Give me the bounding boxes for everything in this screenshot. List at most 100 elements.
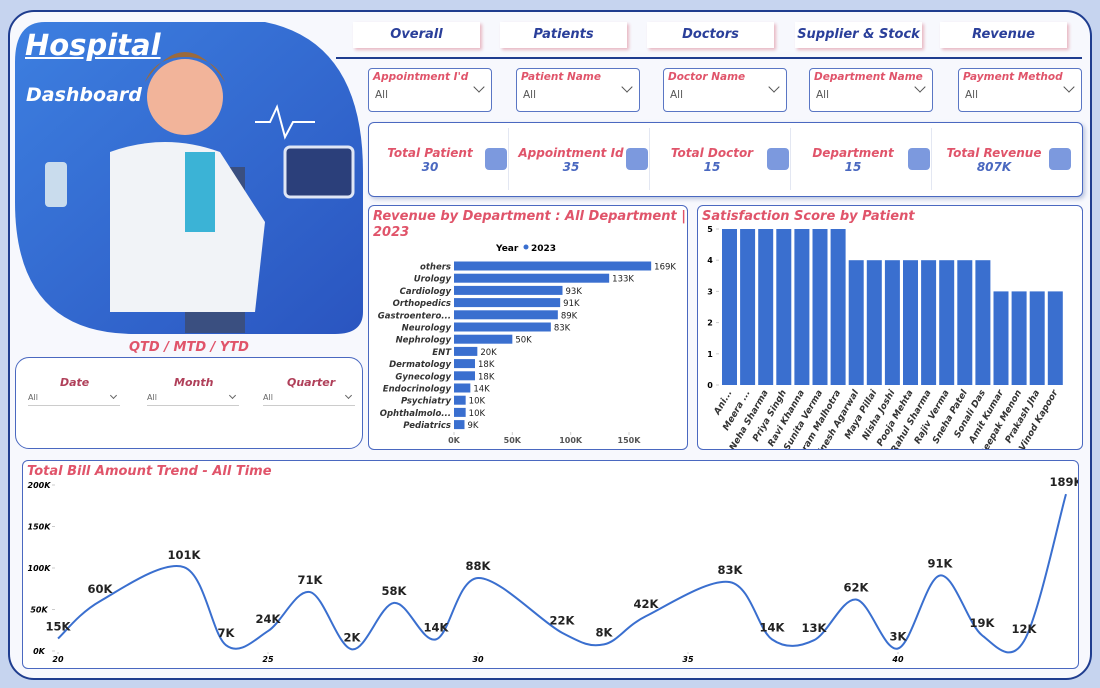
slicer-dropdown[interactable]: All [263, 391, 355, 406]
data-label: 20K [480, 348, 497, 358]
nav-tab[interactable]: Revenue [940, 22, 1067, 48]
x-tick-label: 100K [559, 436, 583, 445]
filter-dropdown[interactable]: Doctor Name All [663, 68, 787, 112]
bar [1011, 291, 1027, 385]
slicer-dropdown[interactable]: All [28, 391, 120, 406]
kpi-label: Appointment Id [518, 146, 624, 160]
bar [454, 420, 465, 430]
illustration [15, 22, 363, 334]
data-label: 169K [654, 263, 676, 273]
bar [454, 273, 610, 283]
data-label: 3K [890, 630, 908, 644]
bar [830, 229, 846, 385]
kpi-divider [931, 128, 932, 190]
kpi-label: Total Doctor [670, 146, 754, 160]
data-label: 14K [760, 620, 786, 634]
bar [454, 334, 513, 344]
chart: Revenue by Department : All Department |… [373, 209, 686, 445]
slicer-value: All [263, 393, 273, 402]
slicer-value: All [28, 393, 38, 402]
filter-dropdown[interactable]: Patient Name All [516, 68, 640, 112]
filter-value: All [670, 89, 684, 101]
category-label: Orthopedics [393, 299, 451, 309]
nav-tab[interactable]: Doctors [647, 22, 774, 48]
y-tick-label: 5 [707, 225, 713, 234]
y-tick-label: 150K [28, 523, 52, 532]
data-label: 12K [1012, 622, 1038, 636]
category-label: ENT [432, 348, 452, 358]
trend-panel [22, 460, 1079, 669]
legend-label: 2023 [531, 244, 556, 254]
category-label: Pediatrics [403, 421, 451, 431]
legend-title: Year [495, 244, 519, 254]
chevron [621, 81, 633, 93]
chevron [109, 391, 118, 400]
data-label: 133K [612, 275, 634, 285]
x-tick-label: 40 [891, 655, 904, 664]
bar [454, 322, 551, 332]
chevron [1063, 81, 1075, 93]
kpi-value: 35 [562, 160, 580, 174]
filter-dropdown[interactable]: Department Name All [809, 68, 933, 112]
kpi-divider [508, 128, 509, 190]
bar [454, 298, 561, 308]
data-label: 42K [634, 597, 660, 611]
category-label: others [420, 263, 451, 273]
data-label: 7K [218, 626, 236, 640]
bar [776, 229, 792, 385]
bar [884, 260, 900, 385]
filter-dropdown[interactable]: Appointment I'd All [368, 68, 492, 112]
bar [454, 359, 475, 369]
filter-label: Appointment I'd [373, 71, 469, 83]
data-label: 18K [478, 372, 495, 382]
data-label: 22K [550, 614, 576, 628]
bar [848, 260, 864, 385]
legend-marker [523, 244, 529, 250]
chevron [914, 81, 926, 93]
bar [866, 260, 882, 385]
chevron [344, 391, 353, 400]
category-label: Cardiology [400, 287, 452, 297]
nav-tab[interactable]: Patients [500, 22, 627, 48]
kpi-icon [767, 148, 789, 170]
x-tick-label: 20 [52, 655, 64, 664]
nav-divider [336, 57, 1082, 59]
data-label: 8K [596, 625, 614, 639]
period-panel [15, 357, 363, 449]
filter-value: All [375, 89, 389, 101]
period-title: QTD / MTD / YTD [129, 340, 249, 355]
kpi-icon [626, 148, 648, 170]
chart-title: Revenue by Department : All Department |… [373, 209, 686, 240]
filter-value: All [965, 89, 979, 101]
chevron [473, 81, 485, 93]
filter-value: All [523, 89, 537, 101]
kpi-value: 807K [976, 160, 1012, 174]
kpi-value: 30 [421, 160, 439, 174]
data-label: 88K [466, 559, 492, 573]
data-label: 91K [928, 556, 954, 570]
data-label: 83K [554, 324, 571, 334]
nav-tab[interactable]: Supplier & Stock [795, 22, 922, 48]
data-label: 62K [844, 581, 870, 595]
kpi-value: 15 [844, 160, 862, 174]
bar [454, 407, 466, 417]
slicer-dropdown[interactable]: All [147, 391, 239, 406]
kpi-icon [908, 148, 930, 170]
kpi-label: Total Patient [387, 146, 473, 160]
slicer-label: Month [174, 376, 214, 389]
bar [921, 260, 937, 385]
filter-dropdown[interactable]: Payment Method All [958, 68, 1082, 112]
bar [957, 260, 973, 385]
y-tick-label: 3 [707, 287, 713, 296]
filter-label: Patient Name [521, 71, 601, 83]
bar [1047, 291, 1063, 385]
bar [939, 260, 955, 385]
chart-title: Satisfaction Score by Patient [702, 209, 915, 224]
data-label: 10K [469, 409, 486, 419]
category-label: Dermatology [389, 360, 451, 370]
kpi-icon [1049, 148, 1071, 170]
data-label: 101K [168, 548, 202, 562]
bar [740, 229, 756, 385]
nav-tab[interactable]: Overall [353, 22, 480, 48]
